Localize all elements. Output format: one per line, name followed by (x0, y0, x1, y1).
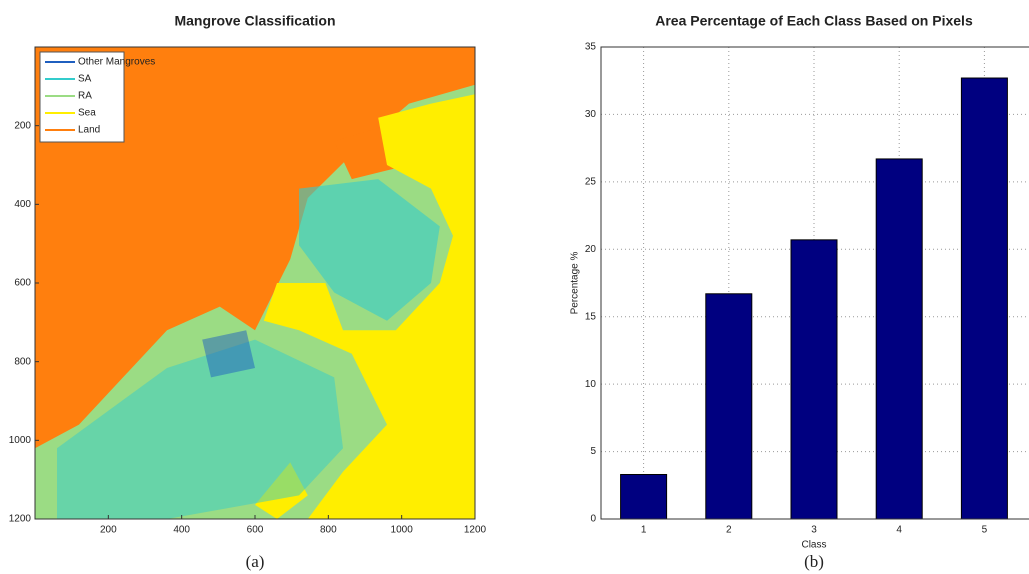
legend-label: RA (78, 91, 92, 102)
bar (791, 240, 837, 519)
x-tick-label: 1200 (464, 525, 487, 536)
x-tick-label: 4 (896, 525, 902, 536)
bar (706, 294, 752, 519)
x-tick-label: 2 (726, 525, 732, 536)
caption: (b) (804, 552, 824, 571)
x-tick-label: 600 (247, 525, 264, 536)
x-tick-label: 1 (641, 525, 647, 536)
y-tick-label: 800 (14, 356, 31, 367)
chart-title: Mangrove Classification (174, 13, 335, 29)
y-tick-label: 400 (14, 199, 31, 210)
legend-label: Sea (78, 108, 96, 119)
y-tick-label: 0 (590, 514, 596, 525)
x-tick-label: 1000 (391, 525, 414, 536)
bar (876, 159, 922, 519)
y-tick-label: 35 (585, 42, 597, 53)
y-tick-label: 15 (585, 311, 597, 322)
y-tick-label: 20 (585, 244, 597, 255)
x-tick-label: 3 (811, 525, 817, 536)
y-tick-label: 600 (14, 278, 31, 289)
legend-label: SA (78, 74, 92, 85)
x-tick-label: 5 (982, 525, 988, 536)
y-tick-label: 5 (590, 446, 596, 457)
y-tick-label: 200 (14, 120, 31, 131)
x-axis-label: Class (801, 540, 826, 551)
y-tick-label: 30 (585, 109, 597, 120)
x-tick-label: 400 (173, 525, 190, 536)
x-tick-label: 800 (320, 525, 337, 536)
figure: Mangrove Classification (a) Area Percent… (0, 0, 1029, 574)
legend-label: Other Mangroves (78, 57, 155, 68)
bar (961, 78, 1007, 519)
y-tick-label: 10 (585, 379, 597, 390)
y-axis-label: Percentage % (570, 251, 581, 314)
caption: (a) (246, 552, 265, 571)
y-tick-label: 1200 (9, 514, 32, 525)
chart-title: Area Percentage of Each Class Based on P… (655, 13, 973, 29)
bar (621, 474, 667, 519)
y-tick-label: 1000 (9, 435, 32, 446)
y-tick-label: 25 (585, 176, 597, 187)
legend-label: Land (78, 125, 100, 136)
x-tick-label: 200 (100, 525, 117, 536)
